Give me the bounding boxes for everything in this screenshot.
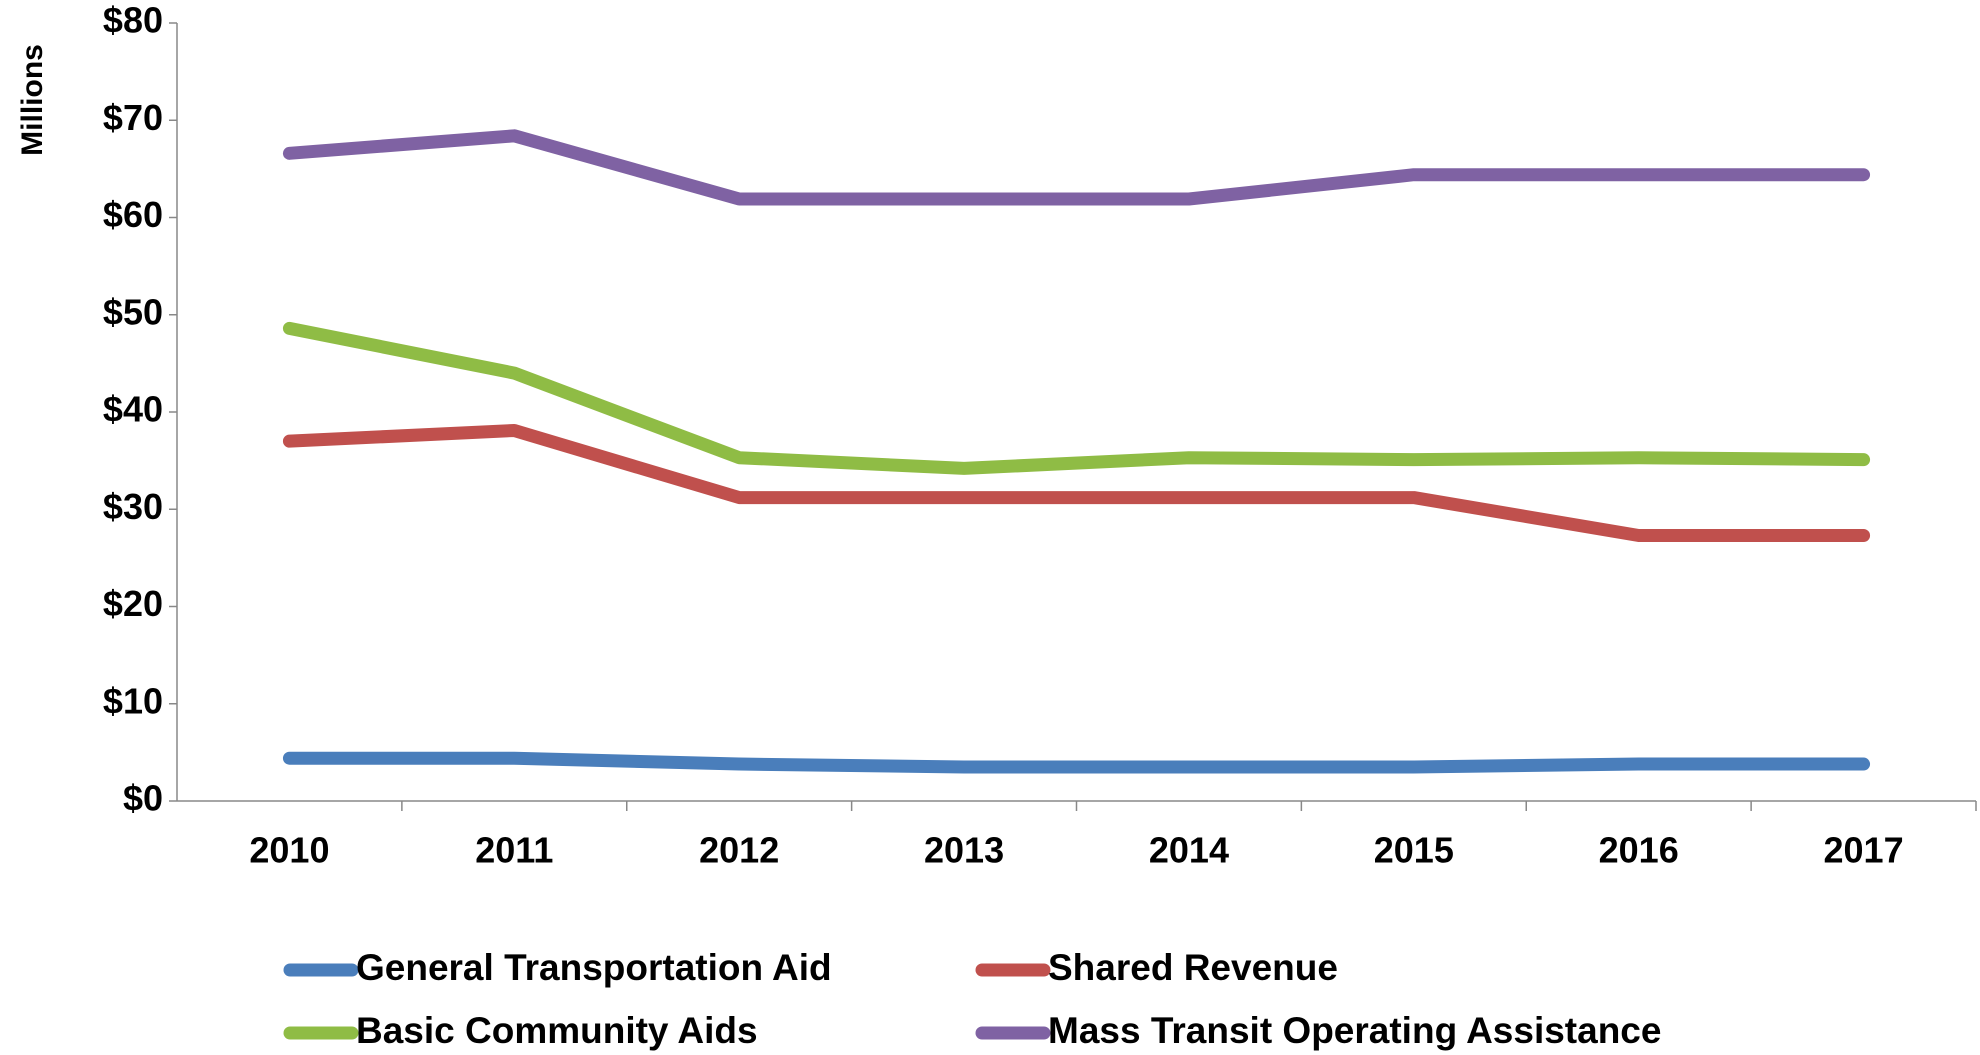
y-tick-label: $10 [103,680,163,721]
y-tick-label: $40 [103,389,163,430]
y-tick-label: $0 [123,778,163,819]
y-tick-label: $60 [103,194,163,235]
series-line [282,423,1871,543]
y-axis-label: Millions [16,44,49,156]
x-tick-label: 2017 [1824,830,1904,871]
series-line [282,129,1871,206]
x-tick-label: 2013 [924,830,1004,871]
y-tick-label: $20 [103,583,163,624]
x-tick-label: 2014 [1149,830,1229,871]
y-tick-label: $30 [103,486,163,527]
legend-label: Basic Community Aids [356,1010,758,1051]
x-tick-label: 2016 [1599,830,1679,871]
legend-label: Shared Revenue [1048,947,1338,988]
y-tick-label: $50 [103,291,163,332]
x-tick-label: 2015 [1374,830,1454,871]
x-tick-label: 2011 [475,830,553,871]
x-tick-label: 2012 [699,830,779,871]
series-line [282,321,1871,475]
series-line [282,751,1871,774]
legend-label: General Transportation Aid [356,947,832,988]
y-tick-label: $80 [103,0,163,41]
legend-label: Mass Transit Operating Assistance [1048,1010,1661,1051]
x-tick-label: 2010 [249,830,329,871]
y-tick-label: $70 [103,97,163,138]
